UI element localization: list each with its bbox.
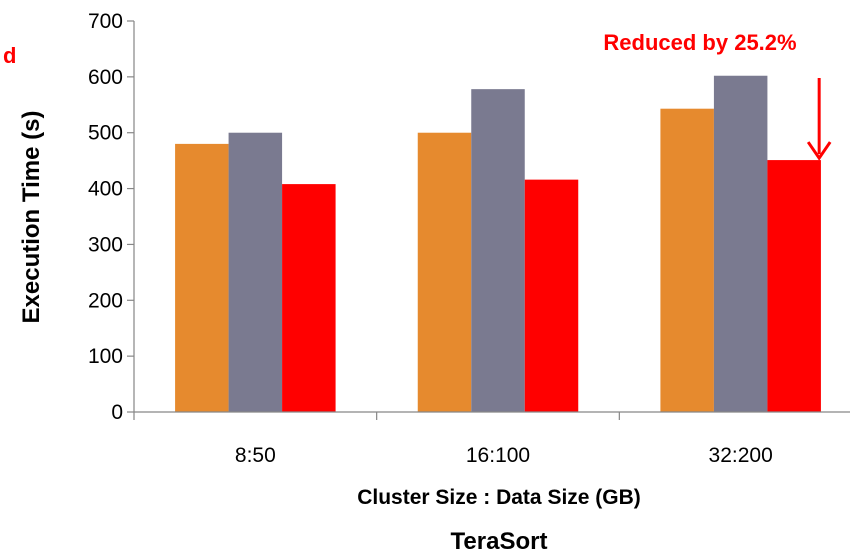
- bars: [175, 75, 821, 413]
- bar: [282, 184, 336, 412]
- clipped-annotation-fragment: d: [3, 43, 16, 68]
- x-axis-ticks: 8:50 16:100 32:200: [133, 412, 773, 467]
- bar: [767, 160, 821, 412]
- bar: [660, 108, 714, 413]
- bar: [471, 89, 525, 412]
- x-axis-title: Cluster Size : Data Size (GB): [357, 486, 641, 509]
- y-tick-label: 600: [88, 66, 123, 89]
- chart-caption: TeraSort: [451, 528, 548, 555]
- annotations: Reduced by 25.2% d: [3, 30, 832, 161]
- y-tick-label: 300: [88, 233, 123, 256]
- y-tick-label: 200: [88, 289, 123, 312]
- y-axis-ticks: 0 100 200 300 400 500 600 700: [88, 10, 134, 424]
- x-tick-label: 16:100: [466, 444, 530, 467]
- bar: [228, 132, 283, 412]
- bar: [713, 75, 768, 413]
- y-axis-title: Execution Time (s): [18, 111, 45, 324]
- bar: [175, 143, 229, 412]
- x-tick-label: 32:200: [709, 444, 773, 467]
- y-tick-label: 700: [88, 10, 123, 33]
- x-tick-label: 8:50: [235, 444, 276, 467]
- y-tick-label: 0: [111, 401, 123, 424]
- annotation-arrowhead: [806, 141, 832, 161]
- bar: [417, 132, 472, 412]
- y-tick-label: 500: [88, 122, 123, 145]
- reduction-annotation: Reduced by 25.2%: [603, 30, 796, 55]
- y-tick-label: 400: [88, 178, 123, 201]
- bar: [524, 179, 579, 412]
- y-tick-label: 100: [88, 345, 123, 368]
